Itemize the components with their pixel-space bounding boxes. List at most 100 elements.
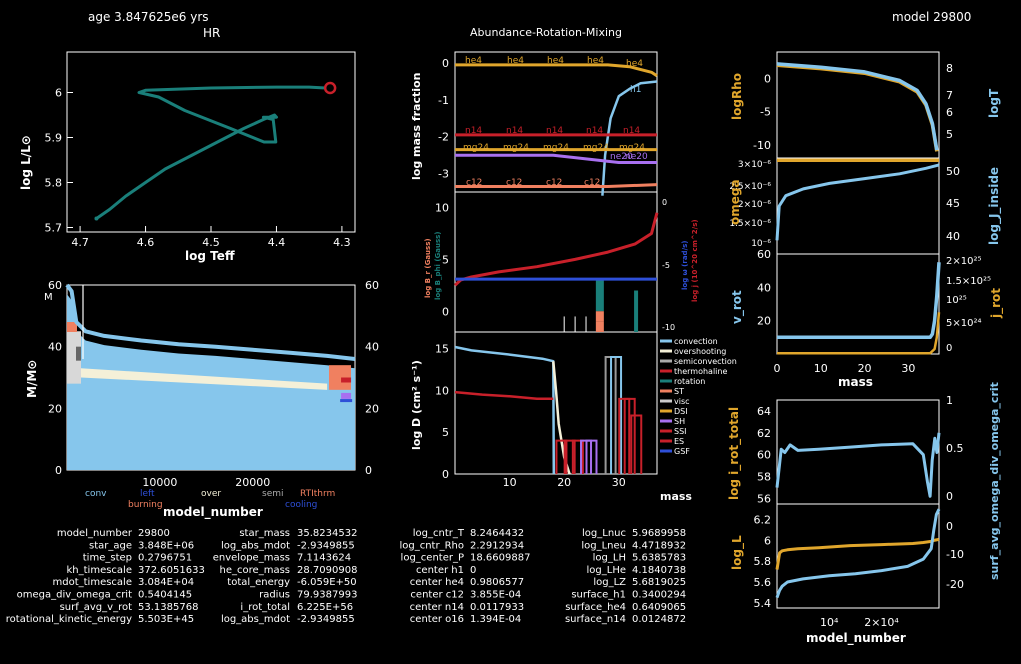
info-value: 0: [470, 565, 476, 576]
omega-ytick-label: 3×10⁻⁶: [738, 160, 771, 170]
logrho-ylabel: logRho: [730, 73, 744, 120]
abundance-series-label: mg24: [583, 143, 609, 153]
mixing-region-bump: [630, 414, 643, 474]
mixing-legend-label: semiconvection: [674, 357, 737, 366]
kipp-xlabel: model_number: [163, 505, 263, 520]
abundance-ytick-label: -3: [438, 168, 449, 181]
vrot-xtick-label: 20: [858, 362, 872, 375]
hr-xtick-label: 4.4: [268, 236, 286, 249]
rotation-br-spike: [595, 321, 604, 332]
info-key: radius: [259, 590, 290, 601]
info-value: 3.855E-04: [470, 590, 521, 601]
rotation-right-ytick-label: 0: [662, 198, 667, 207]
abundance-line-h1: [601, 80, 658, 196]
abundance-series-label: he4: [465, 56, 482, 66]
mixing-ytick-label: 0: [442, 468, 449, 481]
vrot-line: [777, 262, 941, 340]
hr-xtick-label: 4.3: [333, 236, 351, 249]
mixing-ytick-label: 5: [442, 426, 449, 439]
hr-xlabel: log Teff: [185, 249, 235, 263]
hr-ytick-label: 6: [55, 87, 62, 100]
jrot-ytick-label: 1.5×10²⁵: [946, 276, 991, 287]
kipp-right-ytick-label: 40: [365, 341, 379, 354]
omega-crit-ylabel: surf_avg_omega_div_omega_crit: [988, 382, 1001, 580]
info-value: 372.6051633: [138, 565, 205, 576]
hr-ytick-label: 5.7: [45, 222, 63, 235]
mixing-ylabel: log D (cm² s⁻¹): [410, 360, 423, 450]
kipp-legend-left: left: [140, 489, 155, 499]
info-value: 4.1840738: [632, 565, 686, 576]
abundance-series-label: mg24: [619, 143, 645, 153]
jrot-ytick-label: 2×10²⁵: [946, 256, 981, 267]
kipp-ytick-label: 40: [48, 341, 62, 354]
info-key: star_age: [89, 540, 132, 551]
info-value: 79.9387993: [297, 590, 357, 601]
logt-ytick-label: 7: [946, 89, 953, 102]
info-value: -2.9349855: [297, 614, 355, 625]
mixing-ytick-label: 15: [435, 343, 449, 356]
info-value: -6.059E+50: [297, 577, 357, 588]
logl-ytick-label: 6.2: [754, 514, 772, 527]
mixing-legend-label: visc: [674, 397, 690, 406]
logl-xlabel: model_number: [806, 631, 906, 646]
abundance-series-label: mg24: [503, 143, 529, 153]
jrot-line: [777, 312, 941, 355]
info-key: model_number: [57, 528, 133, 539]
info-value: 28.7090908: [297, 565, 357, 576]
abundance-series-label: h1: [630, 85, 641, 95]
kipp-late-left-region: [340, 399, 353, 403]
mixing-region-bump: [623, 397, 636, 474]
info-key: envelope_mass: [213, 553, 290, 564]
mixing-legend-label: thermohaline: [674, 367, 727, 376]
jrot-ytick-label: 10²⁵: [946, 295, 967, 306]
info-value: 0.0124872: [632, 614, 686, 625]
hr-xtick-label: 4.7: [71, 236, 89, 249]
mixing-region-bump: [610, 356, 623, 474]
info-key: time_step: [83, 553, 132, 564]
info-key: surf_avg_v_rot: [60, 602, 133, 613]
abundance-series-label: he4: [587, 56, 604, 66]
kipp-late-thermohaline: [341, 377, 352, 383]
info-value: 2.2912934: [470, 540, 524, 551]
info-value: 4.4718932: [632, 540, 686, 551]
omega-crit-ytick-label: 1: [946, 394, 953, 407]
info-value: 0.3400294: [632, 590, 686, 601]
info-value: 53.1385768: [138, 602, 198, 613]
kipp-legend-burning: burning: [128, 500, 163, 510]
info-value: 8.2464432: [470, 528, 524, 539]
abundance-series-label: ne20: [625, 152, 648, 162]
info-value: 6.225E+56: [297, 602, 353, 613]
abundance-series-label: n14: [586, 126, 603, 136]
kipp-late-sh-region: [341, 392, 352, 399]
kipp-legend-cooling: cooling: [285, 500, 317, 510]
info-value: 1.394E-04: [470, 614, 521, 625]
abundance-series-label: c12: [584, 178, 600, 188]
rotation-ylabel-bphi: log B_phi (Gauss): [434, 231, 442, 300]
logjinside-ytick-label: 45: [946, 197, 960, 210]
mixing-legend-label: SSI: [674, 427, 687, 436]
info-key: he_core_mass: [220, 565, 290, 576]
info-key: log_LH: [593, 553, 626, 564]
rotation-ytick-label: 0: [442, 305, 449, 318]
mixing-legend-label: ST: [674, 387, 684, 396]
logt-ytick-label: 5: [946, 128, 953, 141]
kipp-legend-conv: conv: [85, 489, 107, 499]
hr-start-point: [94, 216, 99, 221]
rotation-br-block: [595, 311, 604, 322]
kipp-ytick-label: 0: [55, 464, 62, 477]
hr-ytick-label: 5.8: [45, 177, 63, 190]
jrot-ytick-label: 0: [946, 343, 952, 354]
vrot-xlabel: mass: [838, 375, 873, 389]
logrho-ytick-label: -5: [760, 106, 771, 119]
hr-ylabel: log L/L⊙: [19, 135, 33, 190]
irot-ytick-label: 64: [757, 405, 771, 418]
info-value: 18.6609887: [470, 553, 530, 564]
kipp-legend-over: over: [201, 489, 221, 499]
abundance-ytick-label: -2: [438, 131, 449, 144]
info-key: surface_h1: [571, 590, 626, 601]
hr-current-point: [323, 81, 337, 95]
info-value: 3.848E+06: [138, 540, 194, 551]
rotation-ylabel-omega: log ω (rad/s): [681, 241, 689, 291]
mixing-region-bump: [585, 439, 598, 474]
logjinside-ytick-label: 40: [946, 230, 960, 243]
